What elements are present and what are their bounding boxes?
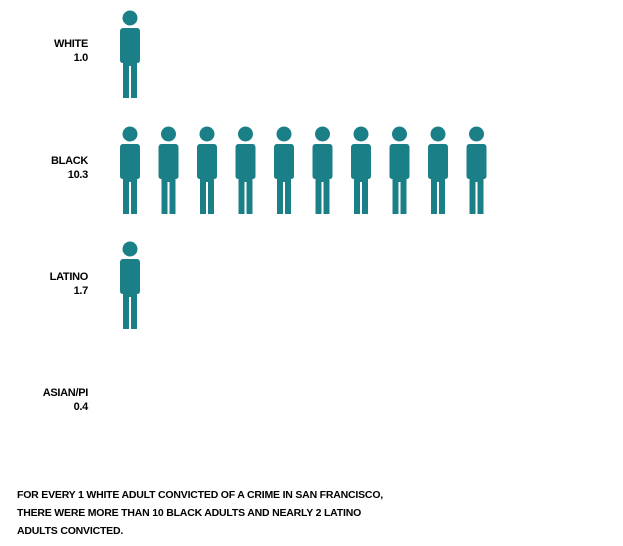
category-name-latino: LATINO <box>49 271 89 283</box>
category-value-latino: 1.7 <box>73 285 89 297</box>
category-label-white: WHITE 1.0 <box>0 37 88 65</box>
person-icon <box>158 126 179 214</box>
person-icon <box>274 126 294 214</box>
category-value-asian-pi: 0.4 <box>73 401 89 413</box>
category-name-black: BLACK <box>51 155 88 167</box>
chart-caption: FOR EVERY 1 WHITE ADULT CONVICTED OF A C… <box>17 489 384 537</box>
person-icon <box>235 126 256 214</box>
person-icon <box>312 126 333 214</box>
person-icon <box>466 126 487 214</box>
person-icon-partial <box>505 127 525 215</box>
person-icon <box>120 10 140 98</box>
person-icon-partial <box>159 242 179 330</box>
category-label-latino: LATINO 1.7 <box>0 270 89 298</box>
person-icon-partial <box>120 354 140 442</box>
category-name-asian-pi: ASIAN/PI <box>42 387 89 399</box>
person-icon <box>351 126 371 214</box>
person-icon <box>120 126 140 214</box>
person-icon <box>428 126 448 214</box>
person-icon <box>197 126 217 214</box>
category-value-black: 10.3 <box>67 169 89 181</box>
person-icon <box>389 126 410 214</box>
category-label-black: BLACK 10.3 <box>0 154 88 182</box>
category-value-white: 1.0 <box>73 52 89 64</box>
category-name-white: WHITE <box>54 38 88 50</box>
person-icon <box>120 241 140 329</box>
category-label-asian-pi: ASIAN/PI 0.4 <box>0 386 89 414</box>
